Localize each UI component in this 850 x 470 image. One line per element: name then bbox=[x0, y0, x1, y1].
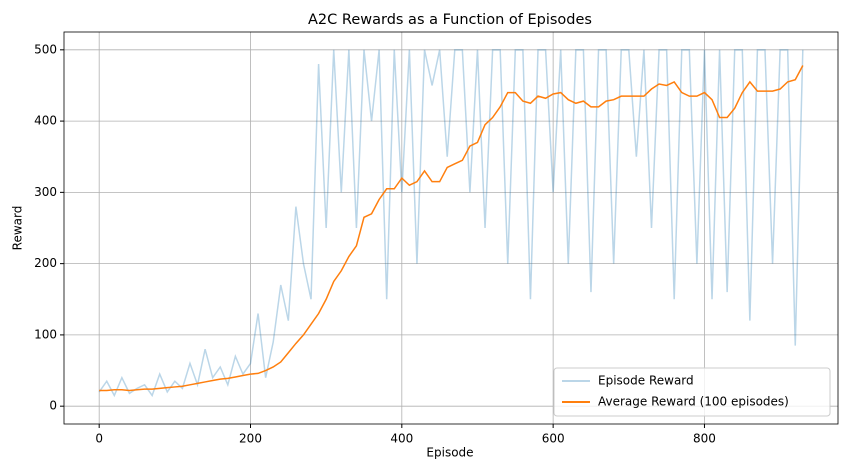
series-line bbox=[99, 65, 804, 392]
plot-frame bbox=[63, 31, 839, 425]
y-axis-label: Reward bbox=[11, 206, 25, 251]
y-tick-label: 100 bbox=[34, 327, 57, 341]
chart-title: A2C Rewards as a Function of Episodes bbox=[308, 12, 592, 28]
y-tick-label: 0 bbox=[49, 399, 57, 413]
x-tick-label: 400 bbox=[390, 432, 413, 446]
x-tick-label: 200 bbox=[239, 432, 262, 446]
x-tick-label: 800 bbox=[693, 432, 716, 446]
y-tick-label: 300 bbox=[34, 185, 57, 199]
y-tick-label: 200 bbox=[34, 256, 57, 270]
y-tick-label: 400 bbox=[34, 114, 57, 128]
x-axis-label: Episode bbox=[426, 446, 473, 460]
x-tick-label: 0 bbox=[95, 432, 103, 446]
legend-label: Average Reward (100 episodes) bbox=[598, 395, 789, 409]
legend-box bbox=[553, 367, 831, 417]
y-tick-label: 500 bbox=[34, 42, 57, 56]
series-line bbox=[98, 49, 804, 398]
x-tick-label: 600 bbox=[542, 432, 565, 446]
legend-label: Episode Reward bbox=[598, 374, 694, 388]
